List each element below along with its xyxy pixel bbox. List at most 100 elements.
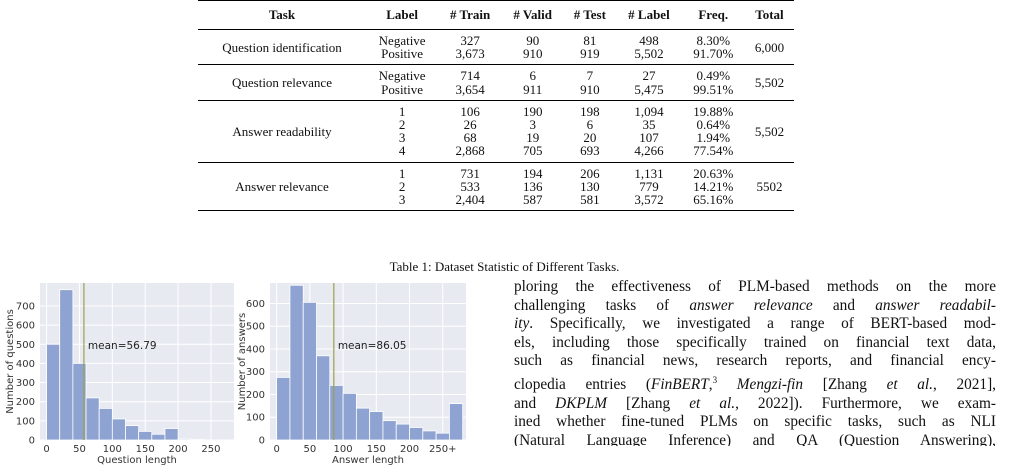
cell-value: 693: [580, 143, 600, 159]
body-line-part: [717, 376, 737, 393]
cell-value: 26: [463, 117, 477, 133]
cell-value: 107: [639, 130, 659, 146]
header-test: # Test: [563, 0, 617, 30]
cell-value: 0.64%: [696, 117, 731, 133]
cell-lines: 19.88% 0.64% 1.94% 77.54%: [686, 105, 741, 158]
cell-lines: 20.63% 14.21% 65.16%: [686, 166, 741, 208]
histogram-bar: [422, 430, 437, 441]
question-length-chart-svg: 0 100 200 300 400 500 600 700 0 50 100 150 200 250 mea…: [5, 283, 234, 466]
x-tick-label: 100: [103, 444, 122, 455]
cell-lines: 0.49% 99.51%: [686, 69, 741, 96]
cell-value: Positive: [381, 46, 424, 62]
histogram-bar: [164, 428, 179, 441]
cell-value: 2,404: [455, 192, 485, 208]
cell-value: 77.54%: [693, 143, 734, 159]
x-tick-label: 100: [334, 444, 353, 455]
cell-value: 911: [523, 81, 543, 97]
cell-value: 1,094: [634, 103, 664, 119]
cell-value: 3,654: [455, 81, 485, 97]
cell-test: 198 6 20 693: [563, 100, 617, 163]
cell-freq: 19.88% 0.64% 1.94% 77.54%: [681, 100, 745, 163]
histogram-bar: [342, 392, 357, 441]
histogram-bar: [409, 427, 424, 441]
cell-value: 81: [583, 33, 597, 48]
x-tick-label: 50: [73, 444, 86, 455]
footnote-marker: 3: [712, 374, 718, 385]
cell-value: 533: [460, 178, 480, 194]
histogram-bar: [111, 418, 126, 441]
cell-value: 5,475: [634, 81, 664, 97]
body-line: els, including those specifically traine…: [514, 333, 996, 351]
cell-train: 731 533 2,404: [438, 162, 502, 212]
header-train: # Train: [438, 0, 502, 30]
cell-value: 3,572: [634, 192, 664, 208]
body-line-part: . Specifically, we investigated a range …: [529, 315, 996, 333]
cell-value: 5,502: [634, 46, 664, 62]
cell-value: 4,266: [634, 143, 664, 159]
cell-value: 2: [398, 178, 406, 194]
body-line: ity. Specifically, we investigated a ran…: [514, 315, 996, 334]
y-tick-label: 300: [16, 378, 35, 389]
y-tick-label: 100: [246, 413, 265, 424]
cell-value: 20: [583, 130, 597, 146]
cell-nlabel: 1,094 35 107 4,266: [616, 100, 682, 163]
cell-value: Negative: [378, 33, 426, 48]
cell-valid: 6 911: [501, 64, 564, 101]
histogram-bar: [355, 407, 371, 441]
cell-value: 19: [526, 130, 540, 146]
cell-test: 206 130 581: [563, 162, 617, 212]
x-tick-label: 150: [367, 444, 386, 455]
cell-value: 14.21%: [693, 178, 734, 194]
cell-total: 6,000: [744, 29, 794, 66]
histogram-bar: [448, 403, 464, 441]
histogram-bar: [316, 355, 331, 441]
cell-value: 3: [529, 117, 536, 133]
histogram-bar: [369, 411, 384, 441]
cell-value: 2,868: [455, 143, 485, 159]
histogram-bar: [85, 397, 100, 441]
cell-lines: Negative Positive: [370, 69, 434, 97]
answer-length-chart-svg: 0 100 200 300 400 500 600 0 50 100 150 200 250+ mean=…: [237, 283, 466, 466]
cell-value: 8.30%: [696, 33, 731, 48]
histogram-bar: [289, 284, 304, 441]
body-line-part: and: [514, 394, 556, 412]
cell-value: 65.16%: [693, 192, 734, 208]
cell-lines: 194 136 587: [506, 166, 559, 206]
cell-value: 130: [580, 178, 600, 194]
histogram-bar: [59, 289, 74, 441]
histogram-bar: [276, 377, 291, 441]
body-line-italic: answer readabil-: [875, 296, 996, 314]
cell-value: 35: [642, 117, 656, 133]
body-line-part: [Zhang: [606, 394, 690, 412]
cell-lines: 327 3,673: [442, 34, 498, 61]
body-line-italic: et al.: [886, 376, 933, 394]
table-row: Question relevance Negative Positive 714 3,6…: [198, 64, 794, 101]
cell-value: 705: [522, 143, 543, 159]
cell-label: Negative Positive: [365, 29, 439, 66]
cell-value: 7: [586, 68, 594, 84]
table-row: Question identification Negative Positive 3…: [198, 29, 794, 66]
cell-valid: 194 136 587: [501, 162, 564, 212]
histogram-bar: [302, 301, 317, 441]
cell-value: Positive: [381, 81, 424, 97]
histogram-bar: [382, 420, 397, 441]
header-valid: # Valid: [501, 0, 564, 30]
x-tick-label: 200: [400, 444, 419, 455]
cell-valid: 90 910: [501, 29, 564, 66]
header-task: Task: [198, 0, 366, 30]
cell-value: 3: [398, 130, 406, 146]
x-tick-label: 250+: [429, 444, 456, 455]
cell-value: 91.70%: [693, 46, 734, 62]
body-line: challenging tasks of answer relevance an…: [514, 297, 996, 316]
cell-value: 68: [463, 130, 477, 146]
header-nlabel: # Label: [616, 0, 682, 30]
cell-value: 714: [460, 68, 480, 84]
cell-value: 4: [398, 143, 406, 159]
cell-lines: 714 3,654: [442, 68, 498, 97]
cell-value: 1.94%: [696, 130, 731, 146]
cell-label: Negative Positive: [365, 64, 439, 101]
cell-value: 206: [580, 165, 600, 181]
answer-length-histogram: 0 100 200 300 400 500 600 0 50 100 150 200 250+ mean=…: [234, 275, 474, 473]
